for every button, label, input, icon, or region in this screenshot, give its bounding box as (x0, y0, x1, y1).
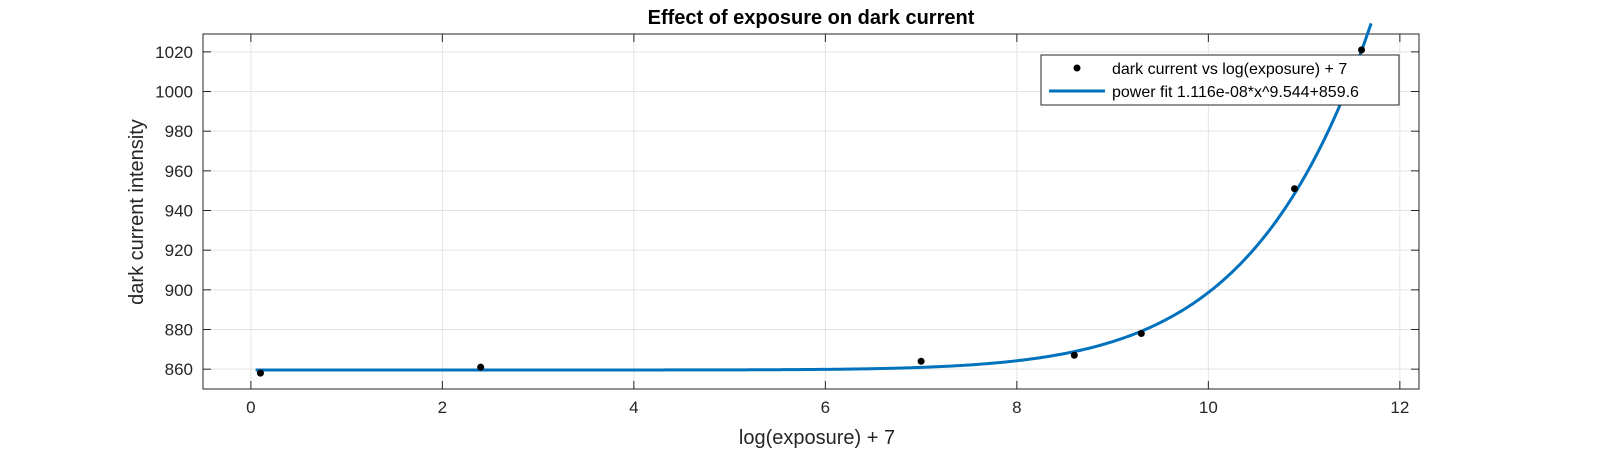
data-point (1070, 351, 1078, 359)
y-tick-label: 1020 (155, 43, 193, 62)
data-point (1291, 185, 1299, 193)
fit-curve-layer (255, 22, 1373, 372)
legend: dark current vs log(exposure) + 7 power … (1040, 54, 1400, 106)
y-tick-label: 900 (165, 281, 193, 300)
legend-box (1040, 54, 1400, 106)
y-tick-label: 860 (165, 360, 193, 379)
legend-marker-points (1073, 64, 1081, 72)
y-axis-label: dark current intensity (126, 119, 148, 305)
legend-label-fit: power fit 1.116e-08*x^9.544+859.6 (1112, 84, 1359, 101)
x-tick-label: 0 (246, 398, 255, 417)
y-tick-label: 980 (165, 122, 193, 141)
data-point (1137, 329, 1145, 337)
chart-title: Effect of exposure on dark current (648, 7, 975, 29)
data-point (256, 369, 264, 377)
data-point (477, 363, 485, 371)
x-tick-label: 8 (1012, 398, 1021, 417)
plot-area-frame (202, 33, 1420, 390)
y-tick-label: 960 (165, 162, 193, 181)
x-tick-label: 6 (821, 398, 830, 417)
y-tick-label: 1000 (155, 83, 193, 102)
x-tick-label: 2 (438, 398, 447, 417)
data-point (917, 357, 925, 365)
data-point (1358, 46, 1366, 54)
y-tick-label: 880 (165, 321, 193, 340)
x-tick-label: 10 (1199, 398, 1218, 417)
y-axis: 860 880 900 920 940 960 980 1000 1020 (155, 43, 1419, 379)
power-fit-curve (255, 22, 1373, 372)
x-axis-label: log(exposure) + 7 (739, 427, 895, 449)
x-axis: 0 2 4 6 8 10 12 (246, 34, 1409, 417)
y-tick-label: 940 (165, 202, 193, 221)
legend-label-points: dark current vs log(exposure) + 7 (1112, 61, 1347, 78)
y-tick-label: 920 (165, 241, 193, 260)
x-tick-label: 12 (1390, 398, 1409, 417)
x-tick-label: 4 (629, 398, 638, 417)
data-points-layer (256, 46, 1366, 377)
